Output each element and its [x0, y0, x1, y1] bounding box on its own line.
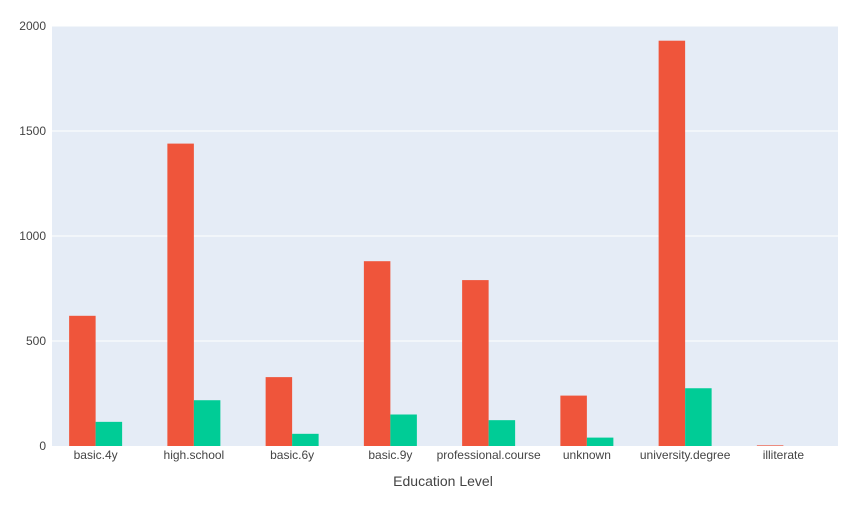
y-tick-label-3: 1500 [19, 124, 46, 138]
x-tick-label-professional.course: professional.course [437, 448, 541, 462]
x-tick-label-illiterate: illiterate [763, 448, 805, 462]
x-tick-label-basic.4y: basic.4y [74, 448, 118, 462]
x-tick-label-university.degree: university.degree [640, 448, 731, 462]
x-tick-label-basic.9y: basic.9y [368, 448, 412, 462]
bar-series1-university.degree[interactable] [658, 40, 686, 446]
bar-series2-basic.4y[interactable] [95, 421, 123, 446]
bar-series2-professional.course[interactable] [488, 420, 516, 446]
bar-series2-basic.9y[interactable] [390, 414, 417, 447]
bar-series1-basic.4y[interactable] [69, 315, 96, 446]
bar-series1-high.school[interactable] [167, 143, 194, 446]
bar-series1-basic.6y[interactable] [265, 377, 293, 446]
bar-series1-professional.course[interactable] [462, 280, 489, 446]
bar-series1-basic.9y[interactable] [363, 261, 391, 446]
x-axis-title: Education Level [393, 473, 493, 489]
bar-series1-illiterate[interactable] [756, 445, 784, 446]
bar-series2-high.school[interactable] [193, 400, 221, 446]
bar-series1-unknown[interactable] [560, 395, 587, 446]
x-tick-label-high.school: high.school [164, 448, 225, 462]
bar-series2-basic.6y[interactable] [292, 433, 319, 446]
y-axis-ticks: 0 500 1000 1500 2000 [19, 19, 46, 453]
x-axis-ticks: basic.4y high.school basic.6y basic.9y profe… [74, 448, 805, 462]
x-tick-label-basic.6y: basic.6y [270, 448, 314, 462]
y-tick-label-1: 500 [26, 334, 46, 348]
bar-series2-unknown[interactable] [586, 437, 614, 446]
y-tick-label-4: 2000 [19, 19, 46, 33]
x-tick-label-unknown: unknown [563, 448, 611, 462]
y-tick-label-2: 1000 [19, 229, 46, 243]
bar-series2-university.degree[interactable] [685, 388, 712, 446]
bars [69, 40, 784, 447]
y-tick-label-0: 0 [39, 439, 46, 453]
